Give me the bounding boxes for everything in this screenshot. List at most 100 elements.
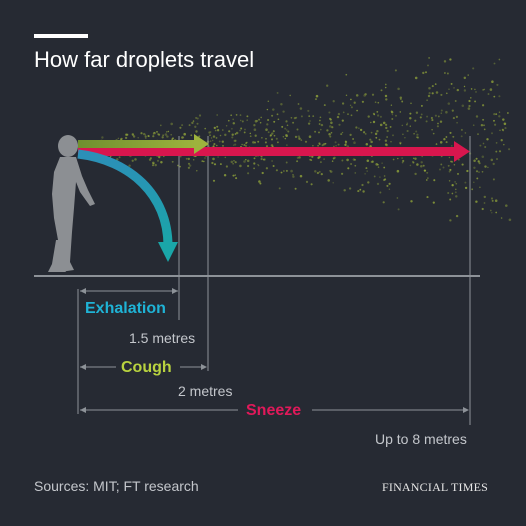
droplet xyxy=(493,95,496,98)
droplet xyxy=(451,184,454,187)
droplet xyxy=(350,98,352,101)
exhalation-distance: 1.5 metres xyxy=(129,330,195,346)
droplet xyxy=(270,138,274,141)
droplet xyxy=(347,113,349,116)
droplet xyxy=(273,120,276,123)
droplet xyxy=(342,111,345,114)
droplet xyxy=(131,133,135,137)
droplet xyxy=(412,161,415,164)
droplet xyxy=(318,170,321,173)
droplet xyxy=(409,164,412,167)
droplet xyxy=(354,158,356,161)
droplet xyxy=(330,121,333,125)
droplet xyxy=(276,91,279,94)
droplet xyxy=(309,120,311,122)
droplet xyxy=(318,131,320,134)
droplet xyxy=(498,95,501,98)
droplet xyxy=(359,188,362,191)
droplet xyxy=(451,109,454,112)
droplet xyxy=(344,143,347,147)
droplet xyxy=(495,113,498,115)
droplet xyxy=(355,94,359,97)
droplet xyxy=(134,158,137,161)
droplet xyxy=(334,141,337,144)
droplet xyxy=(404,136,406,139)
droplet xyxy=(438,168,442,171)
droplet xyxy=(502,118,505,121)
droplet xyxy=(505,204,508,207)
droplet xyxy=(473,181,475,184)
droplet xyxy=(296,128,299,131)
droplet xyxy=(440,109,443,112)
droplet xyxy=(234,139,237,142)
droplet xyxy=(204,127,207,130)
droplet xyxy=(450,82,453,85)
droplet xyxy=(213,126,216,130)
droplet xyxy=(353,141,356,144)
droplet xyxy=(364,132,367,135)
droplet xyxy=(212,157,215,161)
droplet xyxy=(170,122,173,126)
droplet xyxy=(375,163,378,166)
droplet xyxy=(445,141,448,144)
droplet xyxy=(471,188,474,191)
droplet xyxy=(253,157,256,160)
droplet xyxy=(212,139,214,142)
droplet xyxy=(326,84,329,87)
droplet xyxy=(341,102,345,105)
droplet xyxy=(392,158,395,161)
droplet xyxy=(364,173,366,175)
droplet xyxy=(345,73,348,76)
droplet xyxy=(463,76,467,80)
droplet xyxy=(455,214,459,218)
droplet xyxy=(430,116,433,120)
droplet xyxy=(474,100,477,103)
droplet xyxy=(445,136,448,138)
droplet xyxy=(152,161,155,165)
droplet xyxy=(498,150,502,153)
droplet xyxy=(131,159,134,162)
droplet xyxy=(337,112,341,116)
droplet xyxy=(151,164,155,167)
droplet xyxy=(277,118,280,121)
droplet xyxy=(457,172,459,175)
droplet xyxy=(503,143,505,146)
droplet xyxy=(453,87,455,89)
droplet xyxy=(363,94,366,97)
droplet xyxy=(401,161,404,164)
droplet xyxy=(222,145,224,147)
droplet xyxy=(299,107,303,110)
droplet xyxy=(281,125,284,128)
droplet xyxy=(394,69,397,72)
droplet xyxy=(271,132,274,135)
droplet xyxy=(252,141,255,144)
sources-note: Sources: MIT; FT research xyxy=(34,478,199,494)
droplet xyxy=(487,93,490,95)
droplet xyxy=(456,121,458,124)
droplet xyxy=(156,130,158,133)
droplet xyxy=(152,135,155,138)
droplet xyxy=(382,121,386,125)
droplet xyxy=(439,141,443,144)
droplet xyxy=(353,101,356,104)
droplet xyxy=(319,161,322,164)
droplet xyxy=(401,124,404,127)
droplet xyxy=(272,130,275,133)
droplet xyxy=(478,162,481,165)
droplet xyxy=(460,135,463,138)
droplet xyxy=(455,182,458,185)
droplet xyxy=(426,171,429,174)
droplet xyxy=(232,144,235,146)
droplet xyxy=(329,170,331,172)
droplet xyxy=(282,110,285,113)
droplet xyxy=(350,106,353,109)
droplet xyxy=(216,125,219,128)
droplet xyxy=(440,93,443,96)
droplet xyxy=(294,187,297,190)
droplet xyxy=(292,174,294,176)
droplet xyxy=(390,140,392,143)
droplet xyxy=(188,124,191,127)
droplet xyxy=(234,133,237,135)
droplet xyxy=(447,102,451,105)
